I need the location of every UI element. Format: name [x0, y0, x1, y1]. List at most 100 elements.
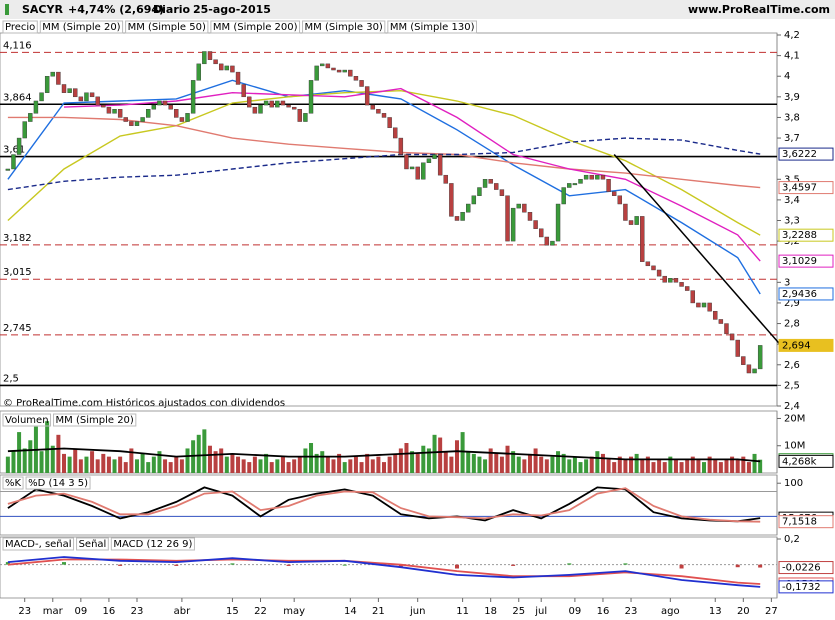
x-tick-label: 22	[254, 606, 267, 617]
footer-note: © ProRealTime.com Históricos ajustados c…	[3, 397, 285, 409]
volume-bar	[651, 462, 656, 473]
legend-label: MM (Simple 130)	[390, 22, 475, 33]
volume-bar	[410, 451, 415, 473]
volume-bar	[544, 459, 549, 473]
legend-label: MM (Simple 50)	[128, 22, 206, 33]
volume-bar	[325, 456, 330, 473]
candle	[308, 80, 314, 114]
volume-bar	[303, 448, 308, 473]
candle	[684, 286, 690, 291]
volume-bar	[151, 456, 156, 473]
volume-bar	[595, 451, 600, 473]
level-label: 3,182	[3, 233, 32, 244]
candle	[393, 127, 398, 139]
level-label: 2,745	[3, 323, 32, 334]
candle	[106, 106, 112, 114]
volume-bar	[578, 462, 583, 473]
candle	[252, 106, 258, 114]
x-tick-label: 20	[737, 606, 750, 617]
candle	[567, 183, 572, 188]
volume-bar	[398, 448, 403, 473]
indicator-line	[7, 486, 761, 523]
histogram-bar	[174, 564, 179, 566]
level-label: 3,015	[3, 267, 32, 278]
candle	[263, 100, 269, 106]
histogram-bar	[758, 564, 763, 568]
candle	[668, 278, 673, 283]
candle	[724, 323, 729, 335]
site[interactable]: www.ProRealTime.com	[688, 3, 830, 16]
volume-bar	[292, 459, 297, 473]
volume-bar	[62, 453, 67, 473]
candle	[185, 113, 190, 122]
volume-bar	[359, 462, 364, 473]
volume-bar	[735, 459, 740, 473]
volume-bar	[572, 456, 577, 473]
x-tick-label: 18	[484, 606, 497, 617]
volume-bar	[45, 421, 50, 473]
volume-bar	[376, 456, 381, 473]
candle	[471, 195, 477, 205]
candle	[578, 179, 583, 184]
volume-bar	[404, 443, 409, 473]
legend-label: MACD (12 26 9)	[113, 539, 192, 550]
volume-bar	[387, 456, 392, 473]
candle	[595, 174, 600, 180]
volume-bar	[522, 459, 527, 473]
volume-bar	[348, 459, 353, 473]
candle	[123, 117, 128, 122]
candle	[162, 100, 168, 106]
candle	[522, 203, 527, 213]
legend-box	[2, 537, 75, 551]
candle	[752, 368, 757, 374]
volume-bar	[662, 462, 667, 473]
level-label: 3,61	[3, 145, 25, 156]
volume-bar	[320, 451, 325, 473]
volume-bar	[426, 448, 431, 473]
end-label: -0,1732	[782, 582, 821, 593]
candle	[348, 69, 353, 77]
volume-bar	[460, 432, 465, 473]
end-label: 7,1518	[782, 517, 817, 528]
volume-bar	[241, 459, 246, 473]
candle	[757, 345, 763, 370]
candle	[44, 76, 50, 93]
candle	[269, 100, 274, 108]
legend-label: %D (14 3 5)	[28, 478, 88, 489]
volume-bar	[432, 434, 437, 473]
volume-bar	[488, 448, 493, 473]
volume-bar	[275, 459, 280, 473]
histogram-bar	[342, 564, 347, 566]
indicator-line	[7, 487, 761, 523]
end-label-box	[778, 515, 834, 529]
legend-label: MM (Simple 200)	[213, 22, 298, 33]
x-tick-label: may	[283, 606, 305, 617]
candle	[157, 100, 162, 106]
candle	[387, 117, 392, 128]
volume-bar	[477, 456, 482, 473]
y-tick-label: 100	[784, 478, 803, 489]
volume-bar	[28, 440, 33, 473]
volume-bar	[157, 451, 162, 473]
histogram-bar	[5, 562, 10, 565]
indicator-line	[7, 79, 761, 295]
volume-bar	[196, 434, 201, 473]
volume-bar	[673, 459, 678, 473]
volume-bar	[702, 462, 707, 473]
candle	[437, 154, 443, 176]
candle	[640, 216, 645, 262]
candle	[213, 59, 218, 65]
candle	[398, 137, 404, 155]
x-tick-label: 14	[344, 606, 357, 617]
candle	[89, 92, 95, 98]
candle	[331, 67, 336, 71]
legend-label: Señal	[79, 539, 107, 550]
candle	[482, 179, 488, 188]
end-label: 3,4597	[782, 183, 817, 194]
indicator-line	[7, 556, 761, 588]
candle	[61, 84, 67, 93]
volume-bar	[718, 462, 723, 473]
volume-bar	[280, 456, 285, 473]
volume-bar	[106, 456, 111, 473]
volume-bar	[471, 453, 476, 473]
